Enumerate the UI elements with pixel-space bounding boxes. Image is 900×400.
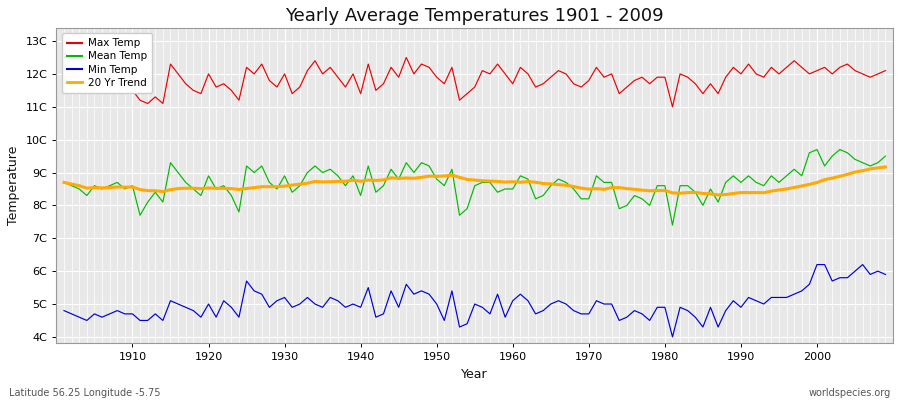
Y-axis label: Temperature: Temperature [7, 146, 20, 225]
Text: worldspecies.org: worldspecies.org [809, 388, 891, 398]
Text: Latitude 56.25 Longitude -5.75: Latitude 56.25 Longitude -5.75 [9, 388, 160, 398]
Title: Yearly Average Temperatures 1901 - 2009: Yearly Average Temperatures 1901 - 2009 [285, 7, 664, 25]
Legend: Max Temp, Mean Temp, Min Temp, 20 Yr Trend: Max Temp, Mean Temp, Min Temp, 20 Yr Tre… [61, 33, 152, 93]
X-axis label: Year: Year [462, 368, 488, 381]
